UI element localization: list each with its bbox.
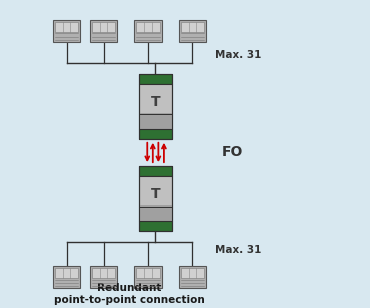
Bar xyxy=(90,20,118,42)
Bar xyxy=(137,22,160,31)
Bar xyxy=(139,113,172,129)
Bar xyxy=(139,176,172,221)
Bar xyxy=(55,268,78,278)
Bar xyxy=(139,74,172,83)
Bar xyxy=(181,22,204,31)
Bar xyxy=(137,268,160,278)
Bar xyxy=(55,22,78,31)
Bar xyxy=(134,20,162,42)
Text: T: T xyxy=(151,187,160,201)
Bar xyxy=(134,266,162,288)
Bar xyxy=(90,266,118,288)
Bar xyxy=(139,221,172,231)
Bar xyxy=(53,20,81,42)
Bar xyxy=(179,20,206,42)
Bar xyxy=(139,83,172,129)
Bar xyxy=(139,166,172,231)
Bar xyxy=(139,166,172,176)
Bar xyxy=(179,266,206,288)
Bar xyxy=(53,266,81,288)
Bar xyxy=(139,74,172,139)
Text: FO: FO xyxy=(222,145,243,160)
Bar xyxy=(181,268,204,278)
Text: Max. 31: Max. 31 xyxy=(215,50,261,60)
Bar xyxy=(139,205,172,221)
Text: Max. 31: Max. 31 xyxy=(215,245,261,255)
Text: T: T xyxy=(151,95,160,109)
Bar xyxy=(92,268,115,278)
Bar xyxy=(139,129,172,139)
Text: Redundant
point-to-point connection: Redundant point-to-point connection xyxy=(54,283,205,305)
Bar xyxy=(92,22,115,31)
